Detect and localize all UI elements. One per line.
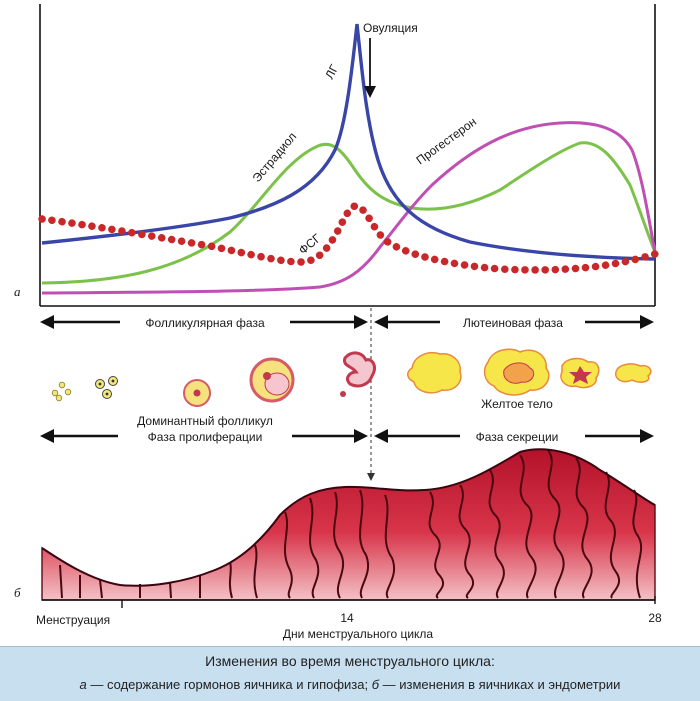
dominant-follicle bbox=[249, 357, 295, 403]
label-proliferation-phase: Фаза пролиферации bbox=[148, 430, 263, 444]
fsh-curve bbox=[38, 202, 659, 274]
primordial-follicles bbox=[51, 381, 72, 402]
label-ovulation: Овуляция bbox=[363, 21, 418, 35]
endometrium-surface bbox=[41, 448, 656, 587]
caption-letter-b: б bbox=[371, 677, 380, 692]
ovulation-arrow-head bbox=[364, 86, 376, 98]
caption-body: а — содержание гормонов яичника и гипофи… bbox=[0, 677, 700, 692]
caption-letter-a: а bbox=[79, 677, 87, 692]
endometrial-glands bbox=[59, 449, 643, 599]
label-secretion-phase: Фаза секреции bbox=[476, 430, 559, 444]
endometrial-phase-row: Фаза пролиферации Фаза секреции bbox=[40, 429, 654, 444]
caption-bar: Изменения во время менструального цикла:… bbox=[0, 646, 700, 701]
caption-title: Изменения во время менструального цикла: bbox=[205, 653, 495, 669]
ovary-stages: Доминантный фолликул Желтое тело bbox=[51, 348, 652, 428]
progesterone-curve bbox=[41, 121, 657, 295]
label-follicular-phase: Фолликулярная фаза bbox=[145, 316, 265, 330]
secondary-follicle bbox=[183, 379, 211, 407]
axis-label-28: 28 bbox=[648, 611, 662, 625]
hormone-panel: Овуляция ЛГ Эстрадиол Прогестерон ФСГ а bbox=[14, 4, 659, 307]
corpus-luteum-2 bbox=[483, 348, 550, 396]
caption-text-b: — изменения в яичниках и эндометрии bbox=[379, 677, 621, 692]
ovarian-phase-row: Фолликулярная фаза Лютеиновая фаза bbox=[40, 315, 654, 330]
axis-title: Дни менструального цикла bbox=[283, 627, 434, 641]
ovulation-drop-arrowhead bbox=[367, 473, 375, 481]
axis-label-14: 14 bbox=[340, 611, 354, 625]
endometrium-tissue bbox=[41, 448, 656, 601]
label-corpus-luteum: Желтое тело bbox=[481, 397, 553, 411]
label-progesterone: Прогестерон bbox=[414, 114, 479, 167]
corpus-albicans bbox=[615, 363, 652, 383]
ruptured-follicle bbox=[340, 351, 376, 397]
endometrium-illustration: б bbox=[14, 448, 656, 608]
label-dominant-follicle: Доминантный фолликул bbox=[137, 414, 273, 428]
estradiol-curve bbox=[41, 141, 657, 285]
corpus-luteum-1 bbox=[407, 352, 462, 394]
panel-b-letter: б bbox=[14, 585, 21, 600]
primary-follicles bbox=[95, 376, 118, 399]
label-estradiol: Эстрадиол bbox=[250, 130, 300, 185]
axis-label-menstruation: Менструация bbox=[36, 613, 110, 627]
lh-curve bbox=[41, 23, 656, 261]
label-lh: ЛГ bbox=[322, 62, 341, 82]
label-luteal-phase: Лютеиновая фаза bbox=[463, 316, 563, 330]
corpus-luteum-3 bbox=[560, 357, 600, 389]
panel-a-letter: а bbox=[14, 284, 21, 299]
caption-text-a: — содержание гормонов яичника и гипофиза… bbox=[86, 677, 372, 692]
